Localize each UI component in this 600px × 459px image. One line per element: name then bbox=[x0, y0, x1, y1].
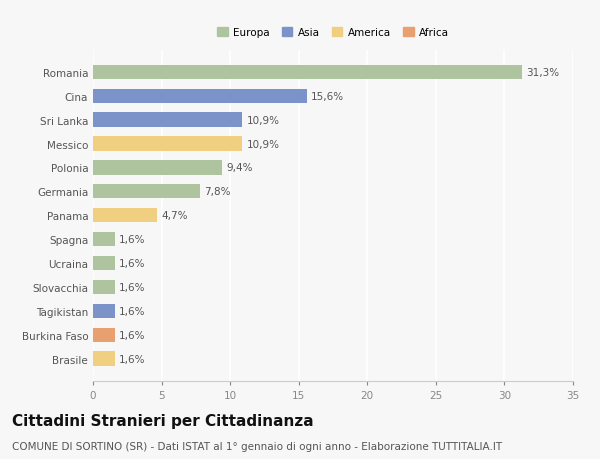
Text: 1,6%: 1,6% bbox=[119, 258, 146, 269]
Bar bbox=[93, 208, 157, 223]
Text: 9,4%: 9,4% bbox=[226, 163, 253, 173]
Text: 1,6%: 1,6% bbox=[119, 282, 146, 292]
Text: 7,8%: 7,8% bbox=[204, 187, 230, 197]
Bar bbox=[93, 161, 222, 175]
Bar bbox=[93, 280, 115, 294]
Bar bbox=[93, 256, 115, 270]
Bar bbox=[93, 352, 115, 366]
Text: 31,3%: 31,3% bbox=[526, 67, 559, 78]
Text: 1,6%: 1,6% bbox=[119, 330, 146, 340]
Text: 4,7%: 4,7% bbox=[161, 211, 188, 221]
Text: 10,9%: 10,9% bbox=[247, 115, 280, 125]
Text: Cittadini Stranieri per Cittadinanza: Cittadini Stranieri per Cittadinanza bbox=[12, 413, 314, 428]
Text: 1,6%: 1,6% bbox=[119, 235, 146, 245]
Bar bbox=[93, 185, 200, 199]
Bar bbox=[93, 304, 115, 318]
Text: 1,6%: 1,6% bbox=[119, 306, 146, 316]
Text: COMUNE DI SORTINO (SR) - Dati ISTAT al 1° gennaio di ogni anno - Elaborazione TU: COMUNE DI SORTINO (SR) - Dati ISTAT al 1… bbox=[12, 441, 502, 451]
Bar bbox=[93, 328, 115, 342]
Bar bbox=[93, 137, 242, 151]
Bar bbox=[93, 232, 115, 247]
Text: 10,9%: 10,9% bbox=[247, 139, 280, 149]
Text: 1,6%: 1,6% bbox=[119, 354, 146, 364]
Bar bbox=[93, 113, 242, 128]
Legend: Europa, Asia, America, Africa: Europa, Asia, America, Africa bbox=[213, 23, 453, 42]
Bar bbox=[93, 66, 522, 80]
Bar bbox=[93, 90, 307, 104]
Text: 15,6%: 15,6% bbox=[311, 91, 344, 101]
